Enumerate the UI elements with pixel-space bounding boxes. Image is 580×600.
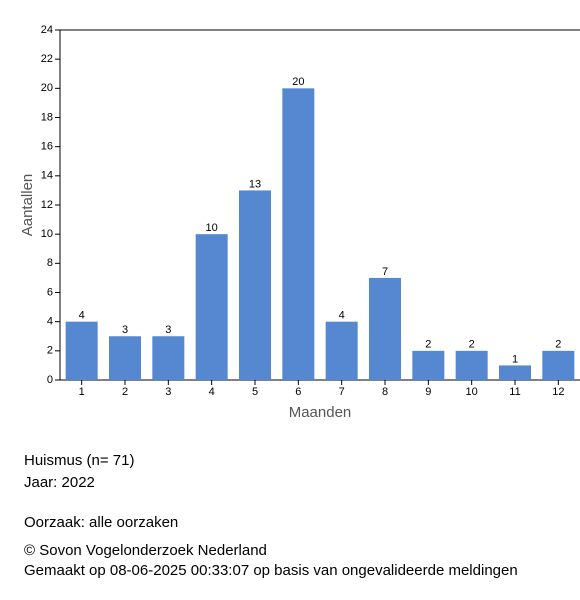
x-axis-title: Maanden: [289, 404, 352, 421]
x-tick-label: 8: [382, 386, 388, 398]
y-tick-label: 6: [47, 286, 53, 298]
y-tick-label: 22: [41, 53, 53, 65]
y-tick-label: 2: [47, 345, 53, 357]
value-label: 13: [249, 178, 261, 190]
y-tick-label: 14: [41, 170, 53, 182]
x-tick-label: 4: [209, 386, 215, 398]
y-tick-label: 12: [41, 199, 53, 211]
caption-cause: Oorzaak: alle oorzaken: [24, 514, 179, 531]
x-tick-label: 5: [252, 386, 258, 398]
bar: [152, 336, 185, 380]
bar: [325, 321, 358, 380]
caption-species: Huismus (n= 71): [24, 452, 135, 469]
y-tick-label: 20: [41, 82, 53, 94]
y-axis-title: Aantallen: [19, 174, 36, 237]
y-tick-label: 4: [47, 316, 53, 328]
value-label: 2: [425, 339, 431, 351]
bar: [65, 321, 98, 380]
y-tick-label: 8: [47, 257, 53, 269]
x-tick-label: 3: [165, 386, 171, 398]
bar: [455, 350, 488, 380]
bar: [369, 277, 401, 380]
y-tick-label: 18: [41, 111, 53, 123]
bar: [412, 350, 445, 380]
value-label: 4: [339, 310, 345, 322]
x-tick-label: 9: [425, 386, 431, 398]
bar: [109, 336, 141, 380]
caption-copyright: © Sovon Vogelonderzoek Nederland: [24, 542, 267, 559]
value-label: 1: [512, 353, 518, 365]
y-tick-label: 0: [47, 374, 53, 386]
y-tick-label: 24: [41, 24, 53, 36]
bar: [239, 190, 271, 380]
value-label: 3: [122, 324, 128, 336]
x-tick-label: 11: [509, 386, 520, 398]
value-label: 3: [165, 324, 171, 336]
y-tick-label: 16: [41, 141, 53, 153]
x-tick-label: 2: [122, 386, 128, 398]
caption-generated: Gemaakt op 08-06-2025 00:33:07 op basis …: [24, 562, 518, 579]
x-tick-label: 10: [466, 386, 478, 398]
value-label: 10: [206, 222, 218, 234]
value-label: 2: [469, 339, 475, 351]
value-label: 2: [555, 339, 561, 351]
bar: [542, 350, 575, 380]
y-tick-label: 10: [41, 228, 53, 240]
chart: Maanden Aantallen 0246810121416182022241…: [19, 24, 580, 421]
x-tick-label: 6: [295, 386, 301, 398]
value-label: 20: [292, 76, 304, 88]
bar: [282, 88, 315, 380]
value-label: 4: [79, 310, 85, 322]
bar: [195, 234, 228, 380]
caption-year: Jaar: 2022: [24, 474, 95, 491]
value-label: 7: [382, 266, 388, 278]
bar: [499, 365, 531, 380]
x-tick-label: 7: [339, 386, 345, 398]
x-tick-label: 12: [552, 386, 564, 398]
x-tick-label: 1: [79, 386, 85, 398]
